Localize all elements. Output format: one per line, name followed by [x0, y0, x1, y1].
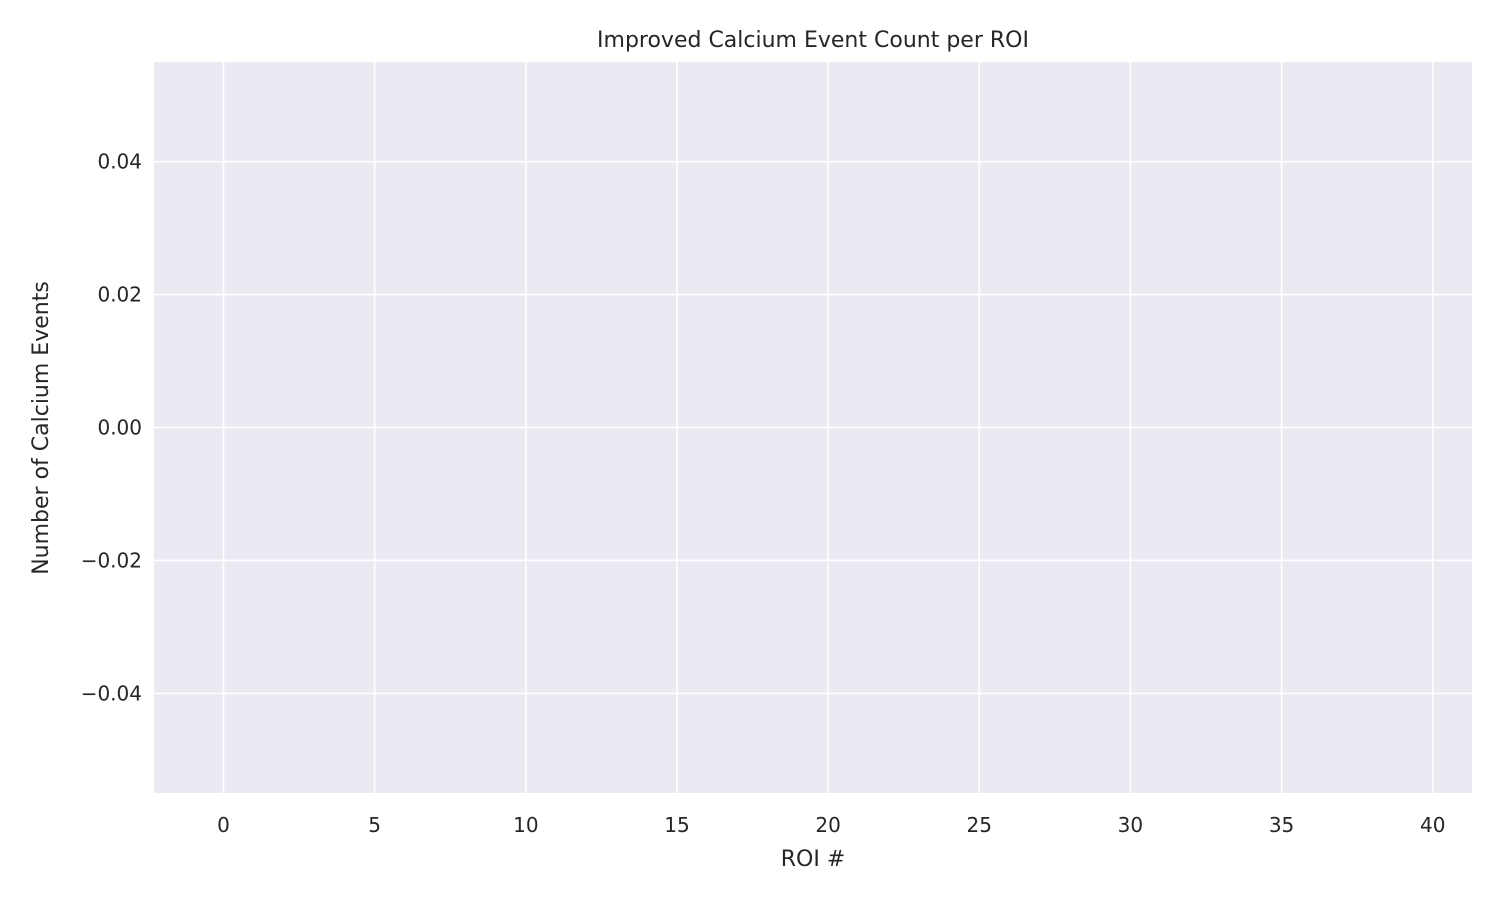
x-tick-label: 35 — [1269, 813, 1294, 837]
x-tick-label: 30 — [1118, 813, 1143, 837]
y-tick-label: 0.04 — [97, 150, 142, 174]
x-tick-label: 15 — [664, 813, 689, 837]
y-tick-label: 0.00 — [97, 416, 142, 440]
y-tick-label: −0.04 — [81, 681, 142, 705]
x-tick-label: 5 — [368, 813, 381, 837]
y-tick-label: −0.02 — [81, 548, 142, 572]
y-gridlines — [154, 160, 1472, 695]
x-tick-label: 20 — [815, 813, 840, 837]
chart-title: Improved Calcium Event Count per ROI — [597, 28, 1029, 53]
y-tick-labels: 0.04 0.02 0.00 −0.02 −0.04 — [81, 150, 142, 706]
x-tick-labels: 0 5 10 15 20 25 30 35 40 — [217, 813, 1445, 837]
x-tick-label: 40 — [1420, 813, 1445, 837]
y-axis-label: Number of Calcium Events — [29, 281, 54, 575]
x-axis-label: ROI # — [781, 847, 846, 872]
x-tick-label: 0 — [217, 813, 230, 837]
x-tick-label: 25 — [967, 813, 992, 837]
x-tick-label: 10 — [513, 813, 538, 837]
y-tick-label: 0.02 — [97, 283, 142, 307]
